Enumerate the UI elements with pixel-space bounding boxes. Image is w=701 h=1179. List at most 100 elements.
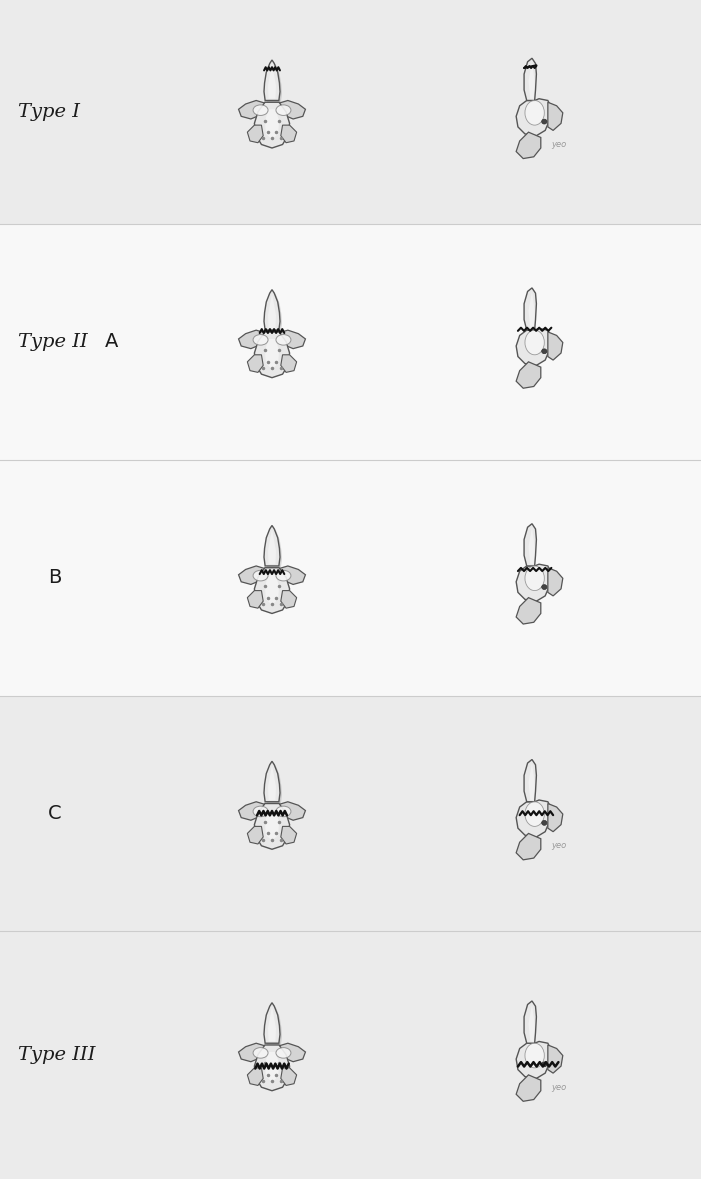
Polygon shape <box>516 99 552 136</box>
Polygon shape <box>254 1045 290 1091</box>
Polygon shape <box>268 1006 276 1041</box>
Bar <box>0 224 701 460</box>
Polygon shape <box>247 125 263 143</box>
Polygon shape <box>254 332 290 377</box>
Polygon shape <box>247 355 263 373</box>
Polygon shape <box>238 1043 266 1062</box>
Polygon shape <box>516 801 552 837</box>
Text: C: C <box>48 804 62 823</box>
Polygon shape <box>529 1005 535 1041</box>
Polygon shape <box>529 61 535 99</box>
Polygon shape <box>524 1001 536 1043</box>
Polygon shape <box>516 834 540 859</box>
Polygon shape <box>524 523 536 566</box>
Polygon shape <box>265 338 279 369</box>
Bar <box>0 931 701 1179</box>
Ellipse shape <box>276 335 291 345</box>
Ellipse shape <box>525 802 544 826</box>
Polygon shape <box>278 100 306 119</box>
Polygon shape <box>281 591 297 608</box>
Polygon shape <box>548 1045 563 1073</box>
Polygon shape <box>266 763 282 804</box>
Polygon shape <box>516 565 552 601</box>
Polygon shape <box>254 103 290 149</box>
Polygon shape <box>268 765 276 801</box>
Polygon shape <box>548 332 563 360</box>
Polygon shape <box>264 290 280 330</box>
Polygon shape <box>516 598 540 624</box>
Ellipse shape <box>253 335 268 345</box>
Polygon shape <box>278 1043 306 1062</box>
Text: yeo: yeo <box>552 1082 566 1092</box>
Text: yeo: yeo <box>552 140 566 149</box>
Bar <box>0 460 701 696</box>
Polygon shape <box>516 1075 540 1101</box>
Polygon shape <box>247 591 263 608</box>
Polygon shape <box>268 294 276 329</box>
Polygon shape <box>266 1005 282 1046</box>
Ellipse shape <box>276 571 291 581</box>
Polygon shape <box>238 100 266 119</box>
Polygon shape <box>278 566 306 585</box>
Polygon shape <box>265 110 279 139</box>
Polygon shape <box>266 527 282 568</box>
Polygon shape <box>524 759 536 802</box>
Polygon shape <box>254 804 290 849</box>
Polygon shape <box>264 60 280 100</box>
Bar <box>0 696 701 931</box>
Text: Type III: Type III <box>18 1046 95 1065</box>
Polygon shape <box>265 810 279 841</box>
Ellipse shape <box>525 100 544 125</box>
Ellipse shape <box>525 1043 544 1068</box>
Polygon shape <box>278 802 306 821</box>
Ellipse shape <box>253 1048 268 1059</box>
Polygon shape <box>268 529 276 565</box>
Bar <box>0 0 701 224</box>
Polygon shape <box>266 291 282 332</box>
Ellipse shape <box>542 585 547 590</box>
Ellipse shape <box>542 349 547 354</box>
Polygon shape <box>516 362 540 388</box>
Polygon shape <box>254 568 290 613</box>
Ellipse shape <box>253 105 268 116</box>
Text: B: B <box>48 568 62 587</box>
Polygon shape <box>529 527 535 565</box>
Polygon shape <box>524 288 536 330</box>
Polygon shape <box>268 64 276 99</box>
Polygon shape <box>529 291 535 329</box>
Polygon shape <box>529 763 535 801</box>
Polygon shape <box>264 1002 280 1043</box>
Polygon shape <box>265 1052 279 1082</box>
Polygon shape <box>281 125 297 143</box>
Ellipse shape <box>253 571 268 581</box>
Ellipse shape <box>276 1048 291 1059</box>
Polygon shape <box>516 329 552 365</box>
Polygon shape <box>548 568 563 595</box>
Polygon shape <box>516 1041 552 1079</box>
Polygon shape <box>238 330 266 349</box>
Polygon shape <box>247 826 263 844</box>
Polygon shape <box>281 1068 297 1086</box>
Ellipse shape <box>253 806 268 817</box>
Ellipse shape <box>525 566 544 591</box>
Polygon shape <box>238 566 266 585</box>
Ellipse shape <box>542 821 547 825</box>
Polygon shape <box>548 804 563 831</box>
Text: A: A <box>105 332 118 351</box>
Ellipse shape <box>276 105 291 116</box>
Ellipse shape <box>542 119 547 124</box>
Text: Type II: Type II <box>18 332 88 351</box>
Polygon shape <box>516 132 540 158</box>
Text: yeo: yeo <box>552 842 566 850</box>
Polygon shape <box>264 526 280 566</box>
Polygon shape <box>247 1068 263 1086</box>
Polygon shape <box>238 802 266 821</box>
Polygon shape <box>524 58 536 100</box>
Polygon shape <box>278 330 306 349</box>
Polygon shape <box>264 762 280 802</box>
Polygon shape <box>548 103 563 131</box>
Ellipse shape <box>542 1062 547 1067</box>
Polygon shape <box>265 574 279 605</box>
Ellipse shape <box>525 330 544 355</box>
Text: Type I: Type I <box>18 103 80 121</box>
